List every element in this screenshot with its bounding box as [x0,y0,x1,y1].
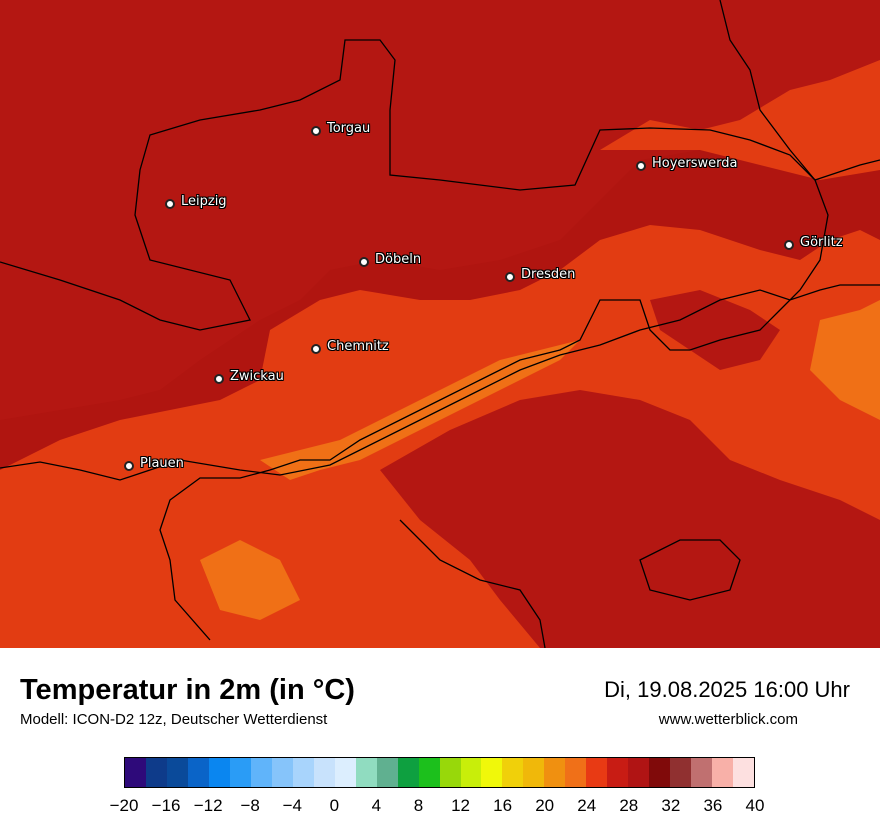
temperature-colorbar [124,757,755,788]
city-marker-zwickau[interactable] [214,374,224,384]
colorbar-segment [313,758,335,787]
border-south [399,519,546,648]
colorbar-segment [334,758,356,787]
city-marker-torgau[interactable] [311,126,321,136]
city-label-chemnitz: Chemnitz [327,339,389,354]
colorbar-tick-label: 32 [661,796,681,815]
colorbar-tick-label: 36 [703,796,723,815]
city-label-plauen: Plauen [140,456,184,471]
temp-region-lightorange-3 [810,300,880,420]
colorbar-tick-label: 16 [493,796,513,815]
city-marker-goerlitz[interactable] [784,240,794,250]
forecast-datetime: Di, 19.08.2025 16:00 Uhr [604,677,850,702]
colorbar-segment [523,758,545,787]
colorbar-segment [187,758,209,787]
colorbar-tick-label: −4 [282,796,302,815]
website-link[interactable]: www.wetterblick.com [658,711,798,728]
border-czech [0,284,880,481]
city-label-hoyerswerda: Hoyerswerda [652,156,738,171]
model-source: Modell: ICON-D2 12z, Deutscher Wetterdie… [20,711,328,728]
city-label-doebeln: Döbeln [375,252,422,267]
colorbar-segment [628,758,650,787]
colorbar-segment [691,758,713,787]
city-marker-doebeln[interactable] [359,257,369,267]
city-marker-chemnitz[interactable] [311,344,321,354]
city-label-dresden: Dresden [521,267,576,282]
border-south-2 [639,539,741,601]
colorbar-tick-label: −20 [109,796,139,815]
map-title: Temperatur in 2m (in °C) [20,674,355,706]
colorbar-tick-label: 24 [577,796,597,815]
colorbar-segment [208,758,230,787]
colorbar-segment [125,758,146,787]
colorbar-segment [544,758,566,787]
temp-region-lightorange-2 [200,540,300,620]
temp-region-darkred-ne [650,290,780,370]
colorbar-segment [292,758,314,787]
colorbar-tick-label: 20 [535,796,555,815]
temp-region-darkred-nw [0,0,880,420]
city-marker-leipzig[interactable] [165,199,175,209]
city-label-torgau: Torgau [327,121,371,136]
city-marker-plauen[interactable] [124,461,134,471]
city-label-zwickau: Zwickau [230,369,284,384]
colorbar-segment [418,758,440,787]
colorbar-segment [712,758,734,787]
city-label-goerlitz: Görlitz [800,235,843,250]
colorbar-segment [565,758,587,787]
temperature-map[interactable] [0,0,880,648]
colorbar-segment [502,758,524,787]
colorbar-segment [439,758,461,787]
footer [0,648,880,830]
colorbar-segment [376,758,398,787]
colorbar-segment [145,758,167,787]
city-marker-hoyerswerda[interactable] [636,161,646,171]
colorbar-tick-label: 40 [745,796,765,815]
colorbar-segment [586,758,608,787]
colorbar-tick-label: 0 [329,796,340,815]
colorbar-segment [355,758,377,787]
colorbar-tick-label: 12 [451,796,470,815]
colorbar-tick-label: −16 [151,796,181,815]
colorbar-segment [397,758,419,787]
colorbar-segment [733,758,755,787]
colorbar-tick-label: 4 [371,796,382,815]
border-poland [719,0,816,181]
city-label-leipzig: Leipzig [181,194,227,209]
temp-region-orange-ne [600,60,880,180]
colorbar-segment [460,758,482,787]
colorbar-tick-label: −12 [193,796,223,815]
colorbar-segment [607,758,629,787]
temp-region-darkred-south [380,390,880,648]
city-marker-dresden[interactable] [505,272,515,282]
colorbar-segment [166,758,188,787]
colorbar-segment [229,758,251,787]
border-east [814,159,880,181]
colorbar-segment [271,758,293,787]
colorbar-segment [649,758,671,787]
colorbar-segment [670,758,692,787]
colorbar-tick-label: 28 [619,796,639,815]
colorbar-tick-label: −8 [240,796,260,815]
borders [0,0,880,648]
colorbar-segment [250,758,272,787]
colorbar-segment [481,758,503,787]
colorbar-tick-label: 8 [413,796,424,815]
